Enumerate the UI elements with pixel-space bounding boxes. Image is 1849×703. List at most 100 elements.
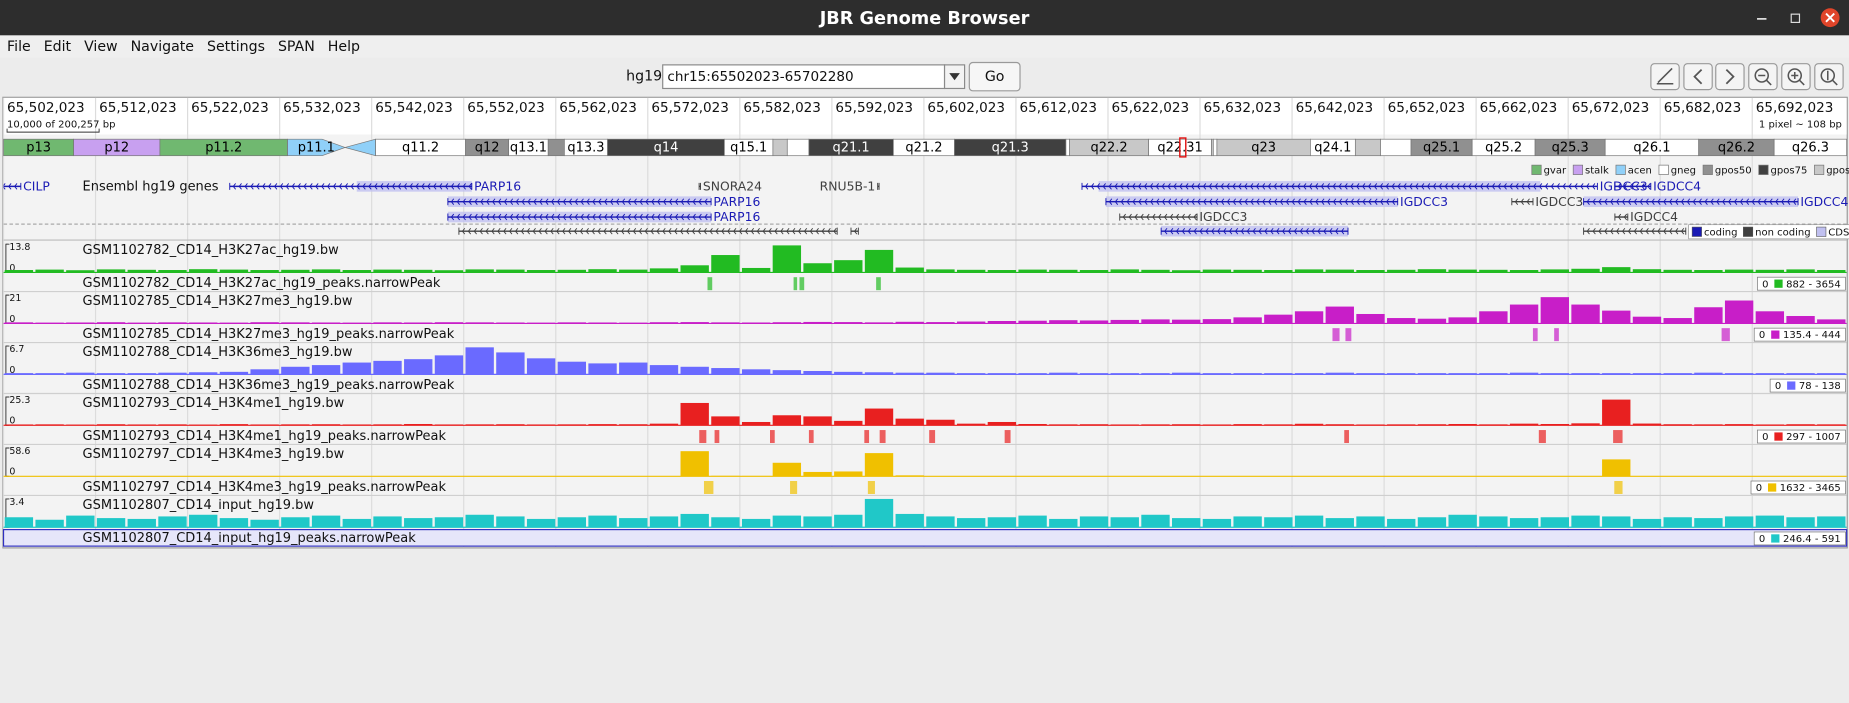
- band-label: p13: [26, 141, 51, 156]
- signal-bar: [1632, 518, 1662, 528]
- menu-item[interactable]: Settings: [207, 39, 265, 55]
- legend-label: non coding: [1755, 227, 1810, 238]
- signal-bar: [956, 423, 986, 426]
- signal-bar: [35, 269, 64, 273]
- forward-button[interactable]: [1715, 63, 1745, 91]
- zoom-in-icon: [1791, 71, 1805, 86]
- ideogram-band: [547, 138, 565, 157]
- gene-strand: [877, 182, 880, 190]
- peaks-legend-low: 0: [1762, 432, 1768, 443]
- back-button[interactable]: [1683, 63, 1713, 91]
- tool-button[interactable]: [1650, 63, 1680, 91]
- signal-bar: [926, 419, 955, 426]
- peaks-legend: 0 78 - 138: [1769, 378, 1846, 393]
- signal-bar: [496, 352, 525, 375]
- signal-bar: [219, 269, 249, 273]
- signal-bar: [526, 358, 556, 375]
- gene-strand: [698, 182, 701, 190]
- legend-label: gpos25: [1826, 165, 1849, 176]
- ideogram-band: [772, 138, 788, 157]
- signal-bar: [987, 421, 1017, 426]
- signal-bar: [250, 270, 279, 273]
- signal-bar: [127, 269, 156, 273]
- signal-bar: [189, 514, 218, 528]
- signal-bar: [96, 322, 126, 324]
- y-tick-label: 0: [9, 416, 15, 427]
- peaks-legend-swatch: [1774, 279, 1783, 288]
- menu-item[interactable]: File: [7, 39, 31, 55]
- y-tick-label: 0: [9, 467, 15, 478]
- peak: [707, 277, 713, 291]
- peaks-legend-low: 0: [1759, 330, 1765, 341]
- signal-bar: [373, 269, 402, 273]
- signal-bar: [526, 270, 556, 273]
- signal-bar: [1540, 517, 1569, 528]
- signal-bar: [1202, 518, 1232, 528]
- go-button[interactable]: [968, 61, 1021, 92]
- signal-bar: [1817, 319, 1846, 324]
- peaks-legend-low: 0: [1762, 279, 1768, 290]
- signal-bar: [1724, 373, 1754, 375]
- signal-bar: [926, 516, 955, 528]
- signal-bar: [649, 322, 679, 324]
- signal-bar: [526, 518, 556, 528]
- signal-bar: [772, 415, 802, 426]
- signal-bar: [434, 322, 464, 324]
- menu-item[interactable]: Help: [328, 39, 360, 55]
- signal-bar: [373, 516, 402, 528]
- gene-label: IGDCC3: [1535, 195, 1583, 209]
- signal-bar: [35, 519, 64, 528]
- signal-bar: [1049, 372, 1078, 375]
- menu-item[interactable]: Navigate: [131, 39, 194, 55]
- legend-swatch: [1691, 226, 1702, 237]
- signal-bar: [1540, 373, 1569, 375]
- y-tick-label: 0: [9, 314, 15, 325]
- ruler-label: 65,682,023: [1664, 100, 1742, 116]
- signal-bar: [1448, 317, 1477, 324]
- ruler-label: 65,642,023: [1296, 100, 1374, 116]
- signal-bar: [496, 516, 525, 528]
- signal-bar: [1356, 373, 1385, 375]
- track-name: GSM1102797_CD14_H3K4me3_hg19.bw: [83, 447, 345, 462]
- gene-label: IGDCC3: [1600, 179, 1648, 193]
- signal-bar: [803, 263, 832, 273]
- close-button[interactable]: [1820, 8, 1840, 28]
- signal-bar: [956, 518, 986, 528]
- signal-bar: [987, 321, 1017, 324]
- signal-bar: [342, 518, 371, 528]
- legend-label: stalk: [1585, 165, 1609, 176]
- peaks-legend-low: 0: [1756, 483, 1762, 494]
- close-glyph: [1825, 12, 1835, 23]
- legend-label: CDS: [1828, 227, 1849, 238]
- band-label: q22.2: [1091, 141, 1128, 156]
- signal-bar: [649, 423, 679, 426]
- signal-bar: [680, 366, 709, 375]
- signal-bar: [1540, 269, 1569, 273]
- menu-item[interactable]: SPAN: [278, 39, 315, 55]
- gene-label: IGDCC4: [1653, 179, 1701, 193]
- y-tick-label: 21: [9, 293, 21, 304]
- ruler-label: 65,612,023: [1019, 100, 1097, 116]
- signal-bar: [1509, 423, 1539, 426]
- band-label: q23: [1251, 141, 1276, 156]
- maximize-button[interactable]: [1790, 13, 1801, 24]
- signal-bar: [1694, 307, 1723, 324]
- menu-item[interactable]: View: [84, 39, 118, 55]
- gene-label: SNORA24: [703, 179, 762, 193]
- signal-bar: [864, 453, 894, 477]
- zoom-out-button[interactable]: [1748, 63, 1778, 91]
- signal-bar: [1110, 319, 1139, 324]
- signal-bar: [434, 355, 464, 375]
- ruler-label: 65,532,023: [283, 100, 361, 116]
- signal-bar: [864, 408, 894, 426]
- fit-button[interactable]: [1814, 63, 1844, 91]
- ruler-label: 65,502,023: [7, 100, 85, 116]
- menu-item[interactable]: Edit: [44, 39, 72, 55]
- gene-label: IGDCC3: [1199, 210, 1247, 224]
- signal-bar: [1172, 372, 1201, 375]
- signal-bar: [1479, 373, 1508, 375]
- zoom-in-button[interactable]: [1781, 63, 1811, 91]
- signal-bar: [1786, 269, 1815, 273]
- signal-bar: [250, 322, 279, 324]
